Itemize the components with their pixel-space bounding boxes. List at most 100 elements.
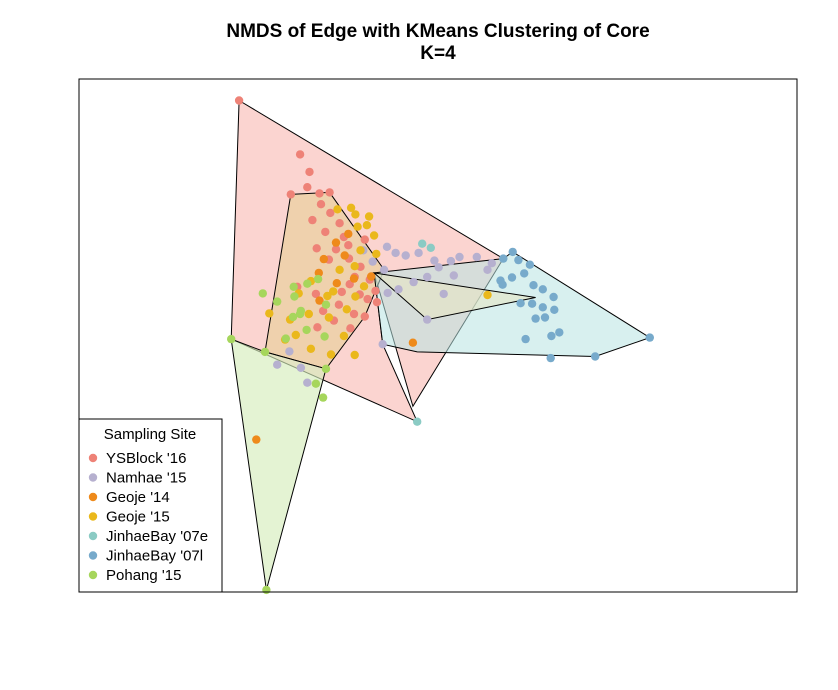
point-jinhaebay-07l <box>550 305 559 314</box>
point-geoje-14 <box>332 279 341 288</box>
point-geoje-15 <box>362 221 372 230</box>
point-namhae-15 <box>379 265 389 274</box>
legend-box <box>78 418 223 593</box>
point-ysblock-16 <box>316 200 326 209</box>
point-ysblock-16 <box>305 167 314 177</box>
point-pohang-15 <box>258 289 267 298</box>
point-pohang-15 <box>303 279 312 288</box>
legend-marker-jinhaebay-07l <box>88 551 98 560</box>
point-ysblock-16 <box>335 219 344 228</box>
point-ysblock-16 <box>313 323 322 332</box>
point-geoje-14 <box>344 229 353 239</box>
point-geoje-15 <box>323 291 332 301</box>
chart-subtitle: K=4 <box>420 43 456 64</box>
point-geoje-14 <box>349 274 359 283</box>
legend-label-namhae-15: Namhae '15 <box>106 470 186 487</box>
point-ysblock-16 <box>371 286 380 296</box>
point-geoje-15 <box>306 344 316 353</box>
point-geoje-14 <box>408 338 418 347</box>
point-jinhaebay-07l <box>531 314 540 323</box>
point-jinhaebay-07l <box>496 276 505 285</box>
point-geoje-14 <box>319 254 328 264</box>
point-geoje-15 <box>304 309 313 319</box>
point-jinhaebay-07l <box>514 255 523 265</box>
point-namhae-15 <box>423 272 432 282</box>
point-ysblock-16 <box>312 244 321 253</box>
point-namhae-15 <box>472 252 481 262</box>
legend-label-pohang-15: Pohang '15 <box>106 567 181 584</box>
point-namhae-15 <box>409 277 418 287</box>
point-geoje-15 <box>329 287 338 296</box>
data-points <box>227 96 654 595</box>
point-pohang-15 <box>320 332 329 341</box>
point-geoje-15 <box>350 262 359 271</box>
point-geoje-14 <box>315 296 324 305</box>
point-geoje-15 <box>291 330 300 340</box>
point-ysblock-16 <box>325 188 334 197</box>
point-jinhaebay-07l <box>547 331 556 341</box>
point-namhae-15 <box>382 242 392 251</box>
point-jinhaebay-07l <box>538 285 547 294</box>
point-jinhaebay-07l <box>538 303 547 312</box>
point-geoje-15 <box>342 305 351 314</box>
point-pohang-15 <box>262 585 271 595</box>
point-geoje-15 <box>265 309 274 318</box>
point-geoje-15 <box>359 282 369 291</box>
point-ysblock-16 <box>337 287 346 297</box>
point-pohang-15 <box>321 364 331 373</box>
point-geoje-15 <box>353 222 362 231</box>
point-jinhaebay-07l <box>521 334 530 344</box>
point-geoje-15 <box>483 290 492 300</box>
legend-marker-namhae-15 <box>88 473 98 482</box>
point-namhae-15 <box>455 252 464 262</box>
point-pohang-15 <box>295 309 305 319</box>
point-namhae-15 <box>487 259 496 268</box>
point-ysblock-16 <box>234 96 244 105</box>
point-ysblock-16 <box>286 190 295 199</box>
point-geoje-15 <box>364 212 374 221</box>
point-namhae-15 <box>383 288 392 298</box>
point-pohang-15 <box>311 379 321 388</box>
point-namhae-15 <box>285 347 294 356</box>
point-geoje-14 <box>367 272 376 281</box>
cluster-hull-3 <box>230 338 327 591</box>
point-pohang-15 <box>227 334 236 344</box>
point-jinhaebay-07l <box>520 269 529 278</box>
point-namhae-15 <box>296 363 306 372</box>
legend-marker-geoje-14 <box>88 492 98 502</box>
point-geoje-14 <box>252 435 261 444</box>
legend-label-jinhaebay-07e: JinhaeBay '07e <box>106 528 208 545</box>
point-ysblock-16 <box>360 235 369 244</box>
point-namhae-15 <box>303 378 312 387</box>
point-geoje-15 <box>369 231 379 240</box>
point-geoje-14 <box>340 251 349 260</box>
point-ysblock-16 <box>311 289 321 299</box>
point-geoje-15 <box>339 331 349 341</box>
legend-label-geoje-14: Geoje '14 <box>106 489 170 506</box>
point-namhae-15 <box>449 271 458 280</box>
point-pohang-15 <box>260 347 270 357</box>
point-ysblock-16 <box>349 309 359 319</box>
point-geoje-15 <box>326 350 336 359</box>
point-jinhaebay-07l <box>645 333 654 342</box>
point-namhae-15 <box>391 248 400 258</box>
point-pohang-15 <box>290 292 299 301</box>
point-pohang-15 <box>281 334 290 343</box>
point-namhae-15 <box>394 285 403 294</box>
point-jinhaebay-07l <box>591 352 600 361</box>
point-ysblock-16 <box>321 227 330 237</box>
point-geoje-15 <box>346 203 356 212</box>
point-pohang-15 <box>321 300 331 309</box>
point-namhae-15 <box>446 256 456 266</box>
point-jinhaebay-07l <box>525 260 535 269</box>
point-jinhaebay-07l <box>527 299 537 308</box>
point-pohang-15 <box>288 312 298 322</box>
point-pohang-15 <box>302 325 311 335</box>
point-jinhaebay-07l <box>507 273 517 282</box>
point-ysblock-16 <box>315 189 324 198</box>
point-geoje-15 <box>350 350 359 360</box>
cluster-hulls <box>230 99 651 591</box>
point-geoje-15 <box>335 265 344 274</box>
point-jinhaebay-07l <box>516 299 525 308</box>
